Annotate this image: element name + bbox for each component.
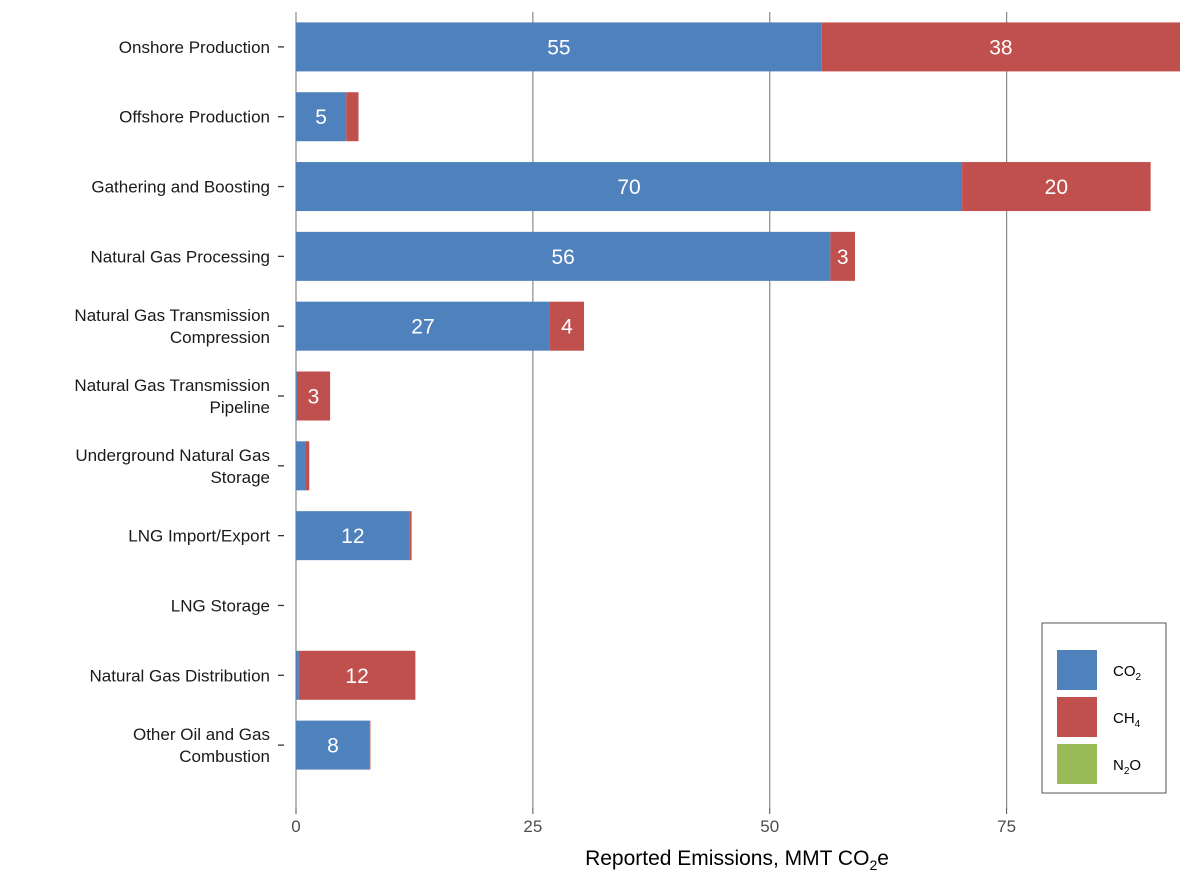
bar-value-label: 12 [341, 525, 364, 548]
bar-ch4 [962, 162, 1151, 212]
legend-label: N2O [1113, 757, 1141, 777]
bar-co2 [296, 22, 822, 72]
legend-label: CO2 [1113, 663, 1142, 683]
bar-value-label: 8 [327, 735, 339, 758]
y-tick-label: Gathering and Boosting [91, 178, 270, 197]
legend-swatch [1057, 697, 1097, 737]
bar-ch4 [305, 441, 310, 491]
y-tick-label: Offshore Production [119, 108, 270, 127]
bar-value-label: 56 [552, 246, 575, 269]
bar-ch4 [549, 301, 585, 351]
x-axis-title: Reported Emissions, MMT CO2e [585, 847, 889, 871]
y-tick-label: Underground Natural Gas Storage [75, 446, 270, 487]
bar-value-label: 3 [308, 386, 320, 409]
bar-value-label: 55 [547, 36, 570, 59]
bar-value-label: 20 [1045, 176, 1068, 199]
x-tick-label: 0 [291, 817, 300, 836]
y-tick-label: Other Oil and Gas Combustion [133, 725, 270, 766]
bar-ch4 [296, 371, 331, 421]
bar-value-label: 4 [561, 316, 573, 339]
bar-co2 [296, 231, 831, 281]
bar-value-label: 12 [345, 665, 368, 688]
bar-ch4 [298, 650, 416, 700]
x-tick-label: 25 [523, 817, 542, 836]
legend-swatch [1057, 744, 1097, 784]
bar-ch4 [369, 720, 371, 770]
bar-co2 [296, 650, 299, 700]
bar-value-label: 3 [837, 246, 849, 269]
y-tick-label: LNG Storage [171, 596, 270, 615]
bar-ch4 [409, 511, 412, 561]
x-axis: 0 25 50 75 [291, 808, 1016, 836]
y-tick-label: Natural Gas Transmission Compression [74, 306, 270, 347]
bar-ch4 [821, 22, 1180, 72]
bar-co2 [296, 720, 370, 770]
bar-co2 [296, 162, 963, 212]
legend: CO2 CH4 N2O [1041, 622, 1167, 794]
bar-co2 [296, 371, 297, 421]
y-tick-label: LNG Import/Export [128, 527, 270, 546]
y-tick-label: Natural Gas Distribution [90, 666, 270, 685]
legend-label: CH4 [1113, 710, 1141, 730]
bar-co2 [296, 441, 306, 491]
y-tick-label: Natural Gas Transmission Pipeline [74, 376, 270, 417]
x-tick-label: 75 [997, 817, 1016, 836]
y-tick-label: Onshore Production [119, 38, 270, 57]
bar-co2 [296, 511, 410, 561]
bars: 55 38 5 70 20 56 3 27 4 3 12 12 8 [296, 22, 1180, 770]
y-tick-label: Natural Gas Processing [90, 247, 270, 266]
bar-ch4 [346, 92, 359, 142]
legend-swatch [1057, 650, 1097, 690]
bar-ch4 [830, 231, 856, 281]
y-axis: Onshore Production Offshore Production Gat… [74, 38, 284, 766]
bar-value-label: 38 [989, 36, 1012, 59]
bar-value-label: 27 [411, 316, 434, 339]
bar-co2 [296, 92, 347, 142]
bar-co2 [296, 301, 550, 351]
x-tick-label: 50 [760, 817, 779, 836]
bar-value-label: 70 [617, 176, 640, 199]
bar-value-label: 5 [315, 106, 327, 129]
